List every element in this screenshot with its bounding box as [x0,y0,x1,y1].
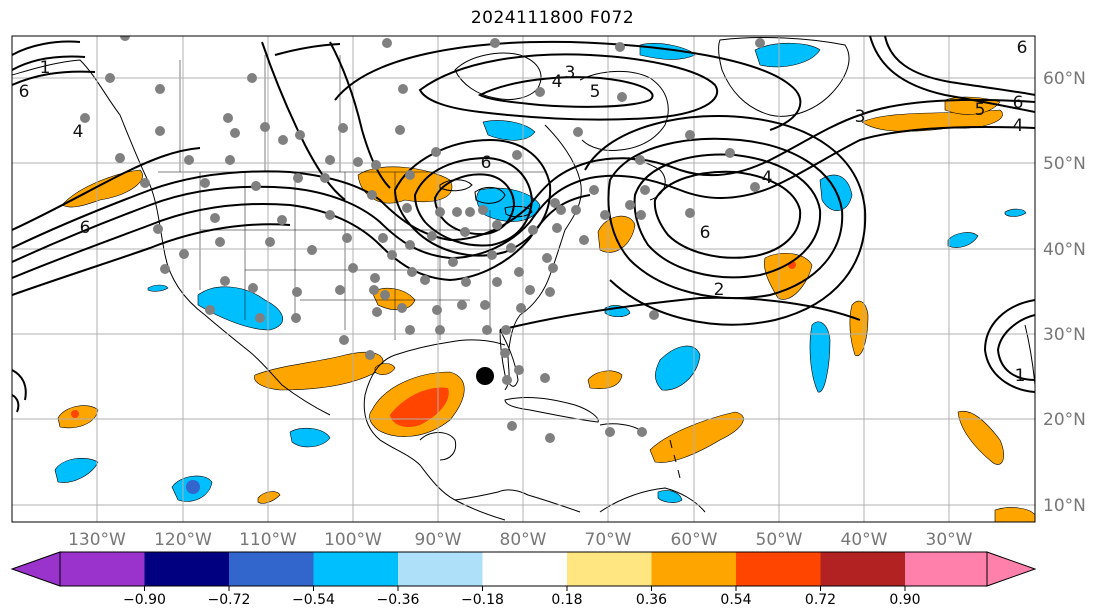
anomaly-shading [54,42,1035,522]
colorbar-tick-label: −0.18 [461,592,504,608]
colorbar-segment [482,552,567,586]
lon-label: 50°W [756,530,803,550]
colorbar-segment [651,552,736,586]
lon-label: 120°W [154,530,212,550]
lon-label: 90°W [415,530,462,550]
latitude-labels: 60°N 50°N 40°N 30°N 20°N 10°N [1043,69,1086,516]
lon-label: 100°W [324,530,382,550]
contour-label: 6 [481,153,492,173]
contour-label: 4 [73,122,84,142]
contour-label: 5 [590,82,601,102]
colorbar-tick-label: −0.54 [292,592,335,608]
contour-label: 3 [565,63,576,83]
colorbar-segment [313,552,398,586]
contour-lines [12,36,1035,413]
colorbar-segment [398,552,483,586]
colorbar-segment [736,552,821,586]
station-markers [80,36,765,443]
contour-label: 2 [714,280,725,300]
lon-label: 70°W [585,530,632,550]
colorbar-segment [229,552,314,586]
contour-label: 1 [1015,366,1026,386]
contour-label: 6 [80,218,91,238]
lat-label: 20°N [1043,410,1086,430]
contour-label-group: 1 4 6 5 3 4 6 6 3 5 6 4 4 6 2 1 6 [19,38,1028,386]
colorbar-tick-label: 0.72 [805,592,836,608]
contour-label: 1 [40,58,51,78]
contour-label: 6 [1017,38,1028,58]
contour-label: 6 [1013,93,1024,113]
colorbar-tick-label: −0.90 [123,592,166,608]
contour-label: 6 [19,82,30,102]
contour-label: 6 [700,223,711,243]
map-title: 2024111800 F072 [470,8,635,28]
lon-label: 40°W [841,530,888,550]
colorbar-tick-label: −0.72 [208,592,251,608]
colorbar-tick-label: 0.36 [636,592,667,608]
lon-label: 130°W [68,530,126,550]
contour-label: 4 [1013,116,1024,136]
colorbar-min-extension [10,551,61,587]
contour-label: 4 [552,72,563,92]
colorbar-max-extension [986,551,1037,587]
longitude-labels: 130°W 120°W 110°W 100°W 90°W 80°W 70°W 6… [68,530,973,550]
contour-label: 3 [855,107,866,127]
lon-label: 30°W [926,530,973,550]
colorbar-segment [567,552,652,586]
colorbar-tick-label: 0.18 [551,592,582,608]
colorbar-segment [60,552,145,586]
lon-label: 110°W [239,530,297,550]
contour-label: 4 [762,168,773,188]
lat-label: 50°N [1043,154,1086,174]
colorbar: −0.90 −0.72 −0.54 −0.36 −0.18 0.18 0.36 … [10,551,1037,608]
center-marker [476,367,494,385]
lat-label: 60°N [1043,69,1086,89]
colorbar-tick-label: 0.90 [889,592,920,608]
colorbar-tick-label: −0.36 [377,592,420,608]
colorbar-segment [905,552,987,586]
colorbar-segment [820,552,905,586]
lat-lon-grid [12,36,1035,522]
colorbar-segment [144,552,229,586]
lat-label: 10°N [1043,496,1086,516]
lon-label: 60°W [671,530,718,550]
lat-label: 40°N [1043,240,1086,260]
contour-label: 5 [975,100,986,120]
lon-label: 80°W [500,530,547,550]
lat-label: 30°N [1043,325,1086,345]
colorbar-tick-label: 0.54 [720,592,751,608]
